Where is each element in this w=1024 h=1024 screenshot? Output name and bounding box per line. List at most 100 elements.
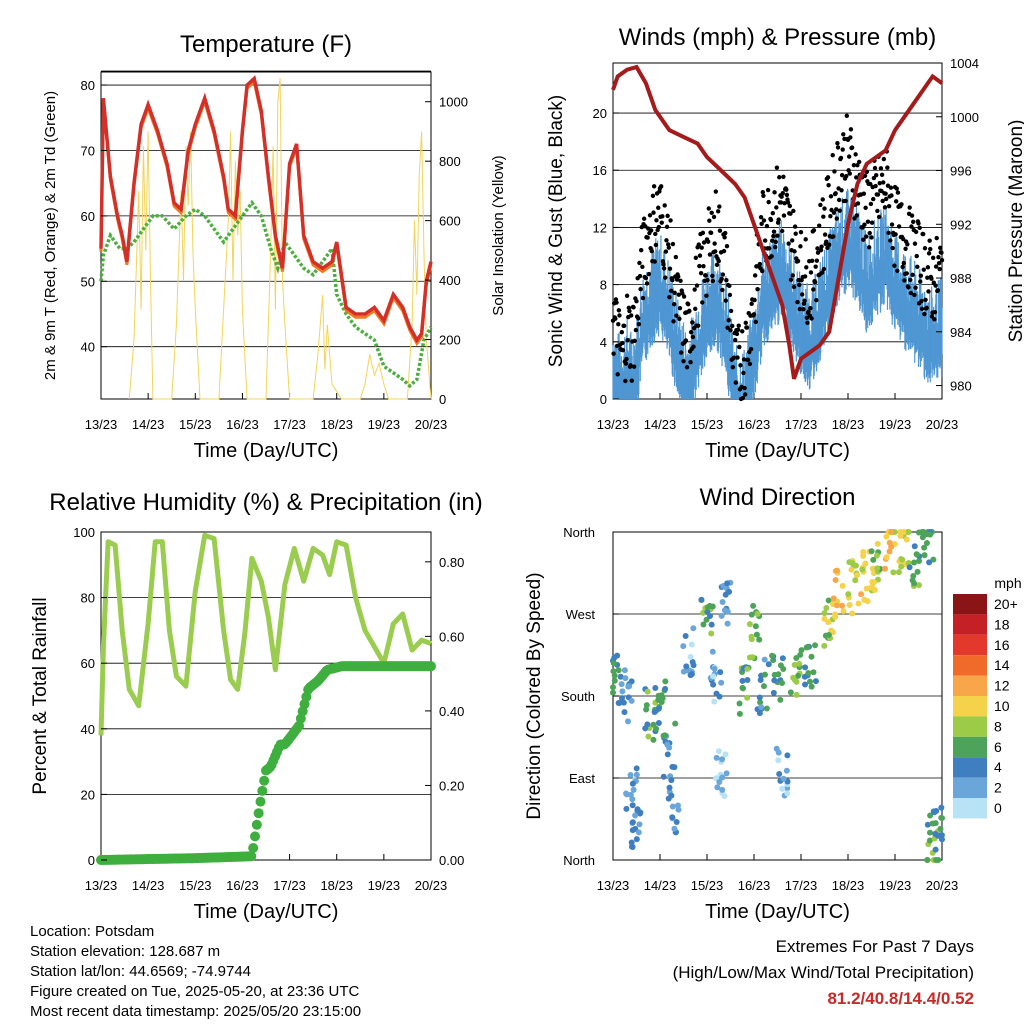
gust-point [814, 258, 820, 263]
gust-point [935, 288, 941, 293]
direction-point [860, 552, 867, 559]
gust-point [853, 152, 858, 157]
gust-point [661, 266, 667, 271]
direction-point [793, 654, 800, 661]
direction-point [716, 778, 723, 785]
t2m-line [99, 75, 433, 344]
legend-label: 16 [994, 637, 1010, 653]
gust-point [903, 246, 908, 251]
gust-point [869, 220, 875, 225]
gust-point [886, 203, 892, 209]
gust-point [765, 187, 771, 193]
direction-point [825, 631, 832, 638]
gust-point [868, 201, 874, 207]
gust-point [753, 319, 758, 325]
direction-point [832, 613, 839, 620]
gust-point [926, 289, 931, 294]
direction-point [744, 677, 751, 684]
gust-point [862, 173, 868, 179]
direction-point [932, 846, 939, 853]
gust-point [724, 277, 729, 283]
gust-point [716, 258, 721, 264]
direction-point [823, 605, 830, 612]
direction-point [849, 610, 856, 617]
gust-point [932, 317, 937, 322]
precip-point [248, 842, 259, 853]
direction-point [882, 565, 889, 572]
legend-swatch [953, 716, 987, 737]
gust-point [680, 291, 685, 296]
gust-point [733, 380, 738, 385]
direction-point [899, 556, 906, 563]
chart-title: Winds (mph) & Pressure (mb) [619, 24, 936, 51]
direction-point [690, 625, 697, 632]
gust-point [804, 265, 809, 270]
gust-point [855, 162, 860, 168]
gust-point [691, 344, 696, 349]
gust-point [892, 263, 897, 268]
direction-point [905, 529, 912, 535]
gust-point [912, 292, 917, 298]
legend-swatch [953, 777, 987, 798]
direction-point [765, 661, 772, 668]
gust-point [695, 323, 701, 328]
direction-point [839, 582, 846, 589]
gust-point [812, 279, 818, 285]
gust-point [710, 273, 715, 279]
gust-point [637, 273, 643, 279]
y-tick-label: 16 [593, 163, 607, 178]
gust-point [909, 213, 915, 218]
station-info: Location: Potsdam Station elevation: 128… [30, 922, 361, 1022]
direction-point [630, 786, 637, 793]
direction-point [868, 548, 875, 555]
gust-point [623, 361, 629, 366]
direction-point [919, 529, 926, 535]
gust-point [668, 288, 674, 293]
direction-point [736, 700, 743, 707]
direction-point [739, 677, 746, 684]
direction-point [719, 756, 726, 763]
legend-label: 20+ [994, 596, 1018, 612]
direction-point [916, 557, 923, 564]
direction-point [775, 749, 782, 756]
direction-point [915, 582, 922, 589]
direction-point [793, 691, 800, 698]
gust-point [808, 270, 814, 275]
y2-tick-label: 984 [950, 325, 972, 340]
direction-point [784, 752, 791, 759]
extremes-box: Extremes For Past 7 Days (High/Low/Max W… [673, 934, 974, 1012]
direction-point [668, 777, 675, 784]
gust-point [825, 175, 831, 180]
gust-point [824, 239, 829, 244]
legend-swatch [953, 594, 987, 615]
y-tick-label: 20 [81, 787, 95, 802]
direction-point [610, 660, 617, 667]
gust-point [867, 230, 872, 236]
x-tick-label: 15/23 [691, 417, 724, 432]
direction-point [769, 652, 776, 659]
gust-point [725, 325, 730, 330]
direction-point [770, 689, 777, 696]
direction-point [611, 677, 618, 684]
direction-point [744, 694, 751, 701]
direction-point [628, 697, 635, 704]
gust-point [663, 249, 669, 254]
direction-point [808, 683, 815, 690]
direction-point [911, 580, 918, 587]
direction-point [911, 559, 918, 566]
legend-swatch [953, 634, 987, 656]
gust-point [848, 135, 853, 140]
gust-point [770, 211, 775, 216]
x-tick-label: 14/23 [132, 878, 165, 893]
direction-point [669, 803, 676, 810]
direction-point [652, 685, 659, 692]
gust-point [722, 235, 727, 240]
gust-point [866, 245, 872, 250]
gust-point [790, 273, 795, 278]
gust-point [671, 319, 676, 324]
gust-point [918, 279, 923, 284]
y2-tick-label: 988 [950, 271, 972, 286]
direction-point [888, 529, 895, 535]
x-tick-label: 16/23 [738, 417, 771, 432]
